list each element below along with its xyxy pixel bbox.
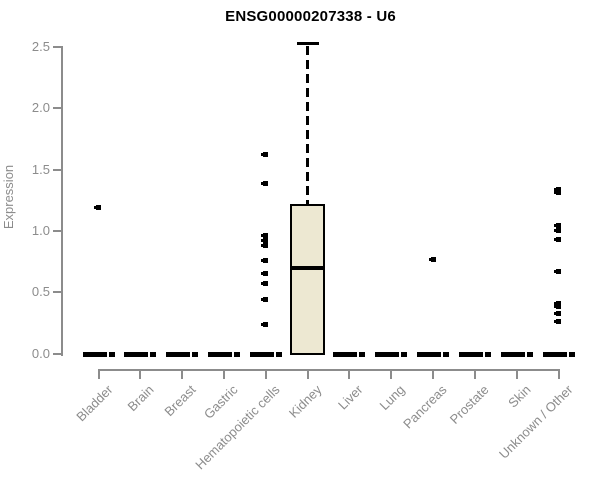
outlier-point [554,310,561,316]
outlier-point [261,243,269,249]
zero-bar-segment [458,351,483,357]
zero-bar-segment [333,351,358,357]
x-tick [557,371,560,379]
zero-bar-segment [207,351,232,357]
outlier-point [261,152,269,158]
y-tick-label: 0.5 [31,284,50,300]
outlier-point [554,223,561,229]
y-tick-label: 1.5 [31,161,50,177]
zero-bar-segment [417,351,442,357]
outlier-point [261,257,269,263]
zero-bar-segment [108,351,115,357]
zero-bar-segment [150,351,157,357]
zero-bar-segment [275,351,282,357]
y-tick [53,229,61,232]
outlier-point [261,180,269,186]
x-tick-label: Unknown / Other [495,382,576,462]
outlier-point [261,297,269,303]
box [290,204,326,355]
outlier-point [554,304,561,310]
outlier-point [554,236,561,242]
x-tick [390,371,393,379]
outlier-point [554,268,561,274]
y-axis-line [61,46,63,356]
outlier-point [554,319,561,325]
x-tick [222,371,225,379]
outlier-point [261,271,269,277]
y-tick-label: 0.0 [31,345,50,361]
y-tick [53,168,61,171]
x-tick [348,371,351,379]
zero-bar-segment [82,351,107,357]
x-tick [139,371,142,379]
zero-bar-segment [124,351,149,357]
box-median [292,265,324,270]
zero-bar-segment [375,351,400,357]
outlier-point [428,256,436,262]
x-axis-line [97,369,560,371]
box-whisker [306,46,310,206]
x-tick [432,371,435,379]
x-tick [264,371,267,379]
y-tick [53,352,61,355]
outlier-point [261,233,269,239]
outlier-point [261,321,269,327]
zero-bar-segment [192,351,199,357]
zero-bar-segment [500,351,525,357]
outlier-point [554,300,561,306]
outlier-point [554,190,561,196]
zero-bar-segment [249,351,274,357]
zero-bar-segment [526,351,533,357]
outlier-point [94,205,101,211]
x-tick [97,371,100,379]
zero-bar-segment [443,351,450,357]
y-tick-label: 1.0 [31,222,50,238]
outlier-point [261,281,269,287]
zero-bar-segment [166,351,191,357]
y-tick [53,46,61,48]
zero-bar-segment [401,351,408,357]
y-tick-label: 2.5 [31,39,50,54]
y-tick [53,291,61,294]
outlier-point [554,228,561,234]
zero-bar-segment [233,351,240,357]
y-tick-label: 2.0 [31,100,50,116]
outlier-point [261,238,269,244]
x-tick [181,371,184,379]
zero-bar-segment [359,351,366,357]
x-tick [306,371,309,379]
x-tick [515,371,518,379]
x-tick [473,371,476,379]
whisker-cap [296,42,319,46]
y-tick [53,107,61,110]
zero-bar-segment [568,351,575,357]
outlier-point [554,186,561,192]
chart-title: ENSG00000207338 - U6 [225,8,396,25]
zero-bar-segment [542,351,567,357]
zero-bar-segment [484,351,491,357]
